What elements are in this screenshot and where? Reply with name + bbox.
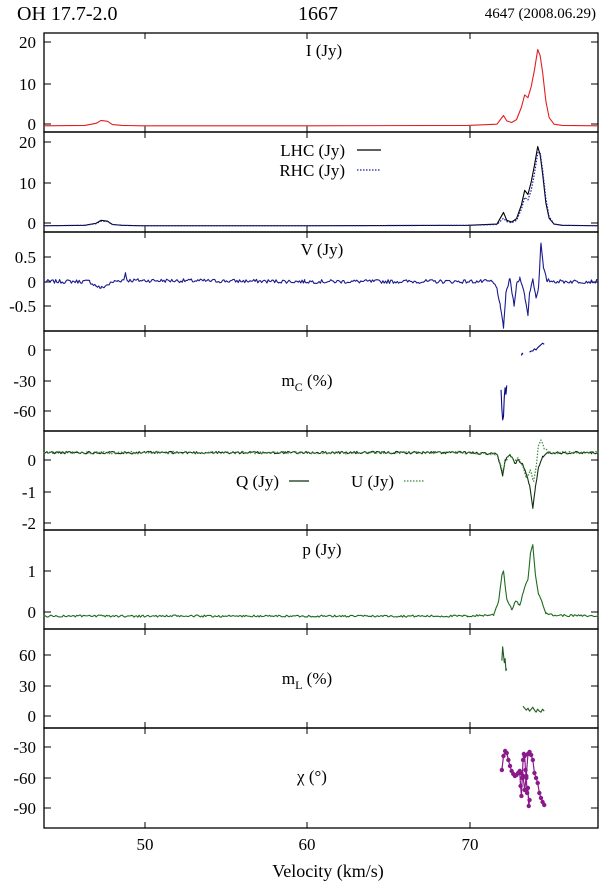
data-point-chi — [537, 790, 542, 796]
data-point-chi — [504, 750, 509, 756]
panel-mL: 60 30 0 mL (%) — [19, 628, 599, 729]
x-tick-label: 60 — [299, 835, 316, 854]
y-tick-label: 0 — [28, 273, 37, 292]
data-point-chi — [527, 797, 532, 803]
legend-label-LHC: LHC (Jy) — [280, 141, 345, 160]
data-point-chi — [535, 780, 540, 786]
data-point-chi — [499, 767, 505, 773]
data-point-chi — [520, 757, 526, 763]
data-point-chi — [530, 757, 536, 763]
panel-label-p: p (Jy) — [302, 540, 341, 559]
y-tick-label: 60 — [19, 646, 36, 665]
legend-label-U: U (Jy) — [351, 472, 394, 491]
data-point-chi — [517, 770, 522, 776]
series-line-mL — [501, 646, 508, 672]
series-line-U — [43, 439, 599, 482]
panel-frame — [43, 430, 599, 531]
data-point-chi — [542, 802, 547, 808]
data-point-chi — [538, 795, 544, 801]
panel-label-chi: χ (°) — [296, 767, 327, 786]
data-point-chi — [518, 783, 523, 789]
series-line-mL — [522, 705, 545, 713]
x-axis-label: Velocity (km/s) — [272, 861, 383, 882]
data-point-chi — [523, 767, 528, 773]
data-point-chi — [533, 775, 539, 781]
panel-label-I: I (Jy) — [306, 41, 342, 60]
data-point-chi — [501, 753, 506, 759]
y-tick-label: 1 — [28, 562, 37, 581]
panel-mC: 0 -30 -60 mC (%) — [13, 330, 599, 432]
legend-label-RHC: RHC (Jy) — [279, 161, 345, 180]
panel-p: 1 0 p (Jy) — [28, 529, 599, 630]
series-line-p — [43, 544, 599, 618]
epoch-label: 4647 (2008.06.29) — [484, 6, 596, 22]
series-line-mC — [529, 342, 545, 353]
y-tick-label: 0 — [28, 214, 37, 233]
series-line-mC — [520, 352, 524, 356]
series-line-I — [43, 48, 599, 127]
y-tick-label: -0.5 — [9, 297, 36, 316]
data-point-chi — [522, 753, 527, 759]
y-tick-label: 0 — [28, 115, 37, 134]
y-tick-label: 0 — [28, 603, 37, 622]
data-point-chi — [507, 763, 513, 769]
y-tick-label: 30 — [19, 677, 36, 696]
panel-I: 0 10 20 I (Jy) — [19, 32, 599, 134]
y-tick-label: -30 — [13, 372, 36, 391]
y-tick-label: 10 — [19, 174, 36, 193]
data-point-chi — [524, 790, 530, 796]
series-line-V — [43, 242, 599, 329]
panel-QU: 0 -1 -2 Q (Jy) U (Jy) — [22, 430, 599, 533]
y-tick-label: -2 — [22, 514, 36, 533]
data-point-chi — [522, 787, 527, 793]
y-tick-label: 10 — [19, 75, 36, 94]
y-tick-label: -30 — [13, 738, 36, 757]
panel-label-mC: mC (%) — [282, 371, 333, 394]
y-tick-label: 0 — [28, 707, 37, 726]
y-tick-label: 20 — [19, 33, 36, 52]
data-point-chi — [526, 803, 531, 809]
y-tick-label: -60 — [13, 769, 36, 788]
panel-LR: 0 10 20 LHC (Jy)RHC (Jy) — [19, 131, 599, 233]
panel-label-mL: mL (%) — [282, 669, 332, 692]
data-point-chi — [525, 785, 531, 791]
x-tick-label: 70 — [462, 835, 479, 854]
data-point-chi — [519, 793, 524, 799]
series-line-RHC — [43, 152, 599, 227]
series-line-Q — [43, 450, 599, 509]
panel-V: 0.5 0 -0.5 V (Jy) — [9, 231, 599, 332]
y-tick-label: 0.5 — [15, 248, 36, 267]
legend-label-Q: Q (Jy) — [236, 472, 279, 491]
y-tick-label: -60 — [13, 402, 36, 421]
series-line-mC — [500, 385, 508, 421]
y-tick-label: -90 — [13, 799, 36, 818]
data-point-chi — [506, 757, 511, 763]
frequency-label: 1667 — [298, 3, 338, 25]
data-point-chi — [524, 775, 529, 781]
data-point-chi — [520, 775, 525, 781]
y-tick-label: 20 — [19, 133, 36, 152]
panel-label-V: V (Jy) — [301, 240, 344, 259]
data-point-chi — [528, 752, 534, 758]
y-tick-label: 0 — [28, 341, 37, 360]
y-tick-label: 0 — [28, 451, 37, 470]
source-name: OH 17.7-2.0 — [17, 3, 118, 25]
series-line-chi — [519, 751, 531, 807]
data-point-chi — [532, 770, 537, 776]
y-tick-label: -1 — [22, 483, 36, 502]
x-tick-label: 50 — [137, 835, 154, 854]
panel-chi: -30 -60 -90 χ (°) — [13, 727, 599, 829]
